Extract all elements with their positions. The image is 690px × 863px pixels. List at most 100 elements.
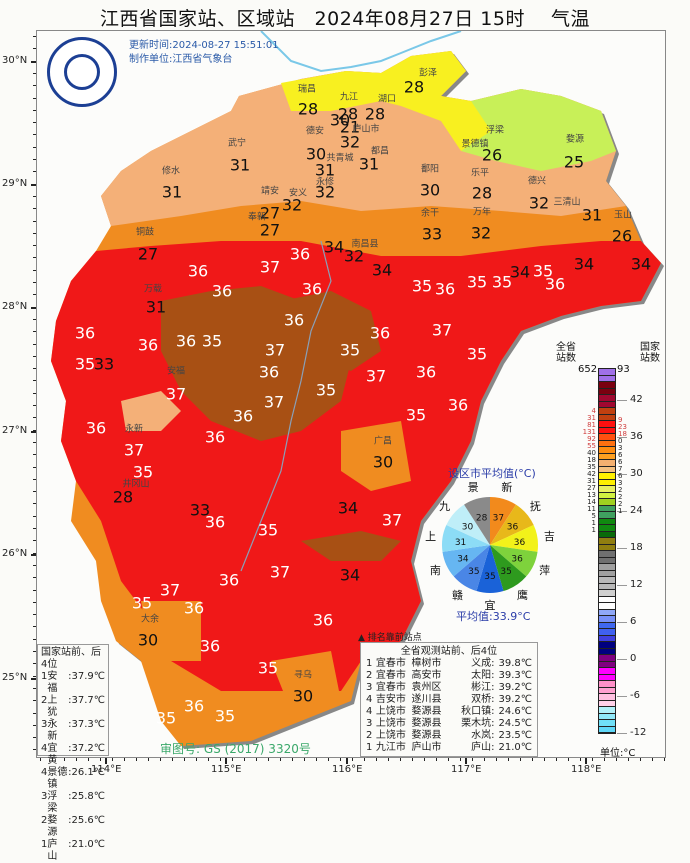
legend-swatch xyxy=(599,408,615,415)
temperature-value: 36 xyxy=(199,636,221,656)
city: 九江市 xyxy=(375,742,406,753)
lat-minor-tick xyxy=(33,60,36,62)
temperature-value: 31 xyxy=(581,205,603,225)
temperature: 24.6℃ xyxy=(498,706,533,717)
city: 宜春市 xyxy=(375,670,406,681)
pie-slice xyxy=(442,545,490,577)
north-yellow-zone xyxy=(281,51,501,151)
lon-minor-tick xyxy=(316,758,317,761)
legend-tick-line xyxy=(617,548,627,549)
temperature-value: 37 xyxy=(365,366,387,386)
lat-minor-tick xyxy=(33,294,36,296)
temperature-value: 36 xyxy=(434,279,456,299)
temperature-value: 34 xyxy=(323,237,345,257)
lon-label: 114°E xyxy=(91,764,122,775)
lat-minor-tick xyxy=(33,429,36,431)
pie-slice xyxy=(490,545,527,592)
lat-label: 30°N xyxy=(2,55,28,66)
temperature-value: 36 xyxy=(183,598,205,618)
lat-minor-tick xyxy=(33,737,36,739)
national-count: 18 xyxy=(618,430,627,438)
pie-slice-label: 新 xyxy=(501,481,513,495)
legend-swatch xyxy=(599,564,615,571)
city-name: 乐平 xyxy=(470,168,490,179)
lat-tick xyxy=(31,554,37,556)
temperature-value: 34 xyxy=(509,262,531,282)
temperature-value: 32 xyxy=(339,132,361,152)
pie-slice-value: 36 xyxy=(514,538,526,548)
pie-slice-label: 萍 xyxy=(539,563,551,577)
temperature-value: 33 xyxy=(421,224,443,244)
legend-swatch xyxy=(599,382,615,389)
city-name: 三清山 xyxy=(553,197,581,208)
temperature-value: 36 xyxy=(211,281,233,301)
temperature-value: 28 xyxy=(471,183,493,203)
temperature-value: 30 xyxy=(419,180,441,200)
lat-minor-tick xyxy=(33,515,36,517)
lat-tick xyxy=(31,431,37,433)
city-name: 大余 xyxy=(140,614,160,625)
temperature-value: 36 xyxy=(289,244,311,264)
legend-swatch xyxy=(599,596,615,603)
lon-label: 117°E xyxy=(451,764,482,775)
legend-swatch xyxy=(599,421,615,428)
temperature: :25.6℃ xyxy=(68,815,105,826)
city-name: 井冈山 xyxy=(122,479,150,490)
city-name: 南昌县 xyxy=(351,239,379,250)
lat-minor-tick xyxy=(33,232,36,234)
station-name: 永 新 xyxy=(47,719,68,742)
lon-tick xyxy=(585,758,587,764)
temperature-value: 35 xyxy=(411,276,433,296)
pie-slice-label: 宜 xyxy=(484,599,496,612)
rank: 2 xyxy=(41,695,48,706)
lon-label: 115°E xyxy=(211,764,242,775)
lon-minor-tick xyxy=(124,758,125,761)
legend-swatch xyxy=(599,668,615,675)
legend-swatch xyxy=(599,603,615,610)
legend-swatch xyxy=(599,551,615,558)
temperature-value: 34 xyxy=(339,565,361,585)
temperature-value: 37 xyxy=(259,257,281,277)
lon-minor-tick xyxy=(400,758,401,761)
lon-minor-tick xyxy=(304,758,305,761)
city-name: 广昌 xyxy=(373,436,393,447)
lat-minor-tick xyxy=(33,540,36,542)
temperature-value: 26 xyxy=(481,145,503,165)
lat-minor-tick xyxy=(33,700,36,702)
map-title: 江西省国家站、区域站 2024年08月27日 15时 气温 xyxy=(100,8,590,30)
temperature-value: 21 xyxy=(339,117,361,137)
temperature-value: 27 xyxy=(259,203,281,223)
city-name: 玉山 xyxy=(613,210,633,221)
lon-minor-tick xyxy=(376,758,377,761)
city-name: 德安 xyxy=(305,126,325,137)
update-time: 更新时间:2024-08-27 15:51:01 xyxy=(129,40,279,51)
lat-minor-tick xyxy=(33,318,36,320)
temperature-value: 34 xyxy=(630,254,652,274)
lon-minor-tick xyxy=(328,758,329,761)
province-count: 13 xyxy=(587,491,596,499)
jiangxi-meteorology-logo xyxy=(47,37,117,107)
lat-minor-tick xyxy=(33,491,36,493)
lat-minor-tick xyxy=(33,171,36,173)
temperature: 39.2℃ xyxy=(498,682,533,693)
station-name: 宜 黄 xyxy=(47,743,68,766)
national-count: 23 xyxy=(618,423,627,431)
province-count: 4 xyxy=(591,407,596,415)
legend-tick-line xyxy=(617,474,627,475)
rank: 1 xyxy=(366,658,373,669)
lat-minor-tick xyxy=(33,220,36,222)
station: 秋口镇: xyxy=(461,706,495,717)
temperature: :37.7℃ xyxy=(68,695,105,706)
city-name: 万年 xyxy=(472,207,492,218)
lat-minor-tick xyxy=(33,589,36,591)
temperature-value: 37 xyxy=(431,320,453,340)
lon-minor-tick xyxy=(244,758,245,761)
city: 宜春市 xyxy=(375,682,406,693)
legend-swatch xyxy=(599,531,615,538)
legend-swatch xyxy=(599,661,615,668)
temperature-value: 35 xyxy=(257,520,279,540)
pie-slice xyxy=(453,545,490,592)
ranking-row: 4 上饶市 婺源县 秋口镇: 24.6℃ xyxy=(366,706,532,718)
